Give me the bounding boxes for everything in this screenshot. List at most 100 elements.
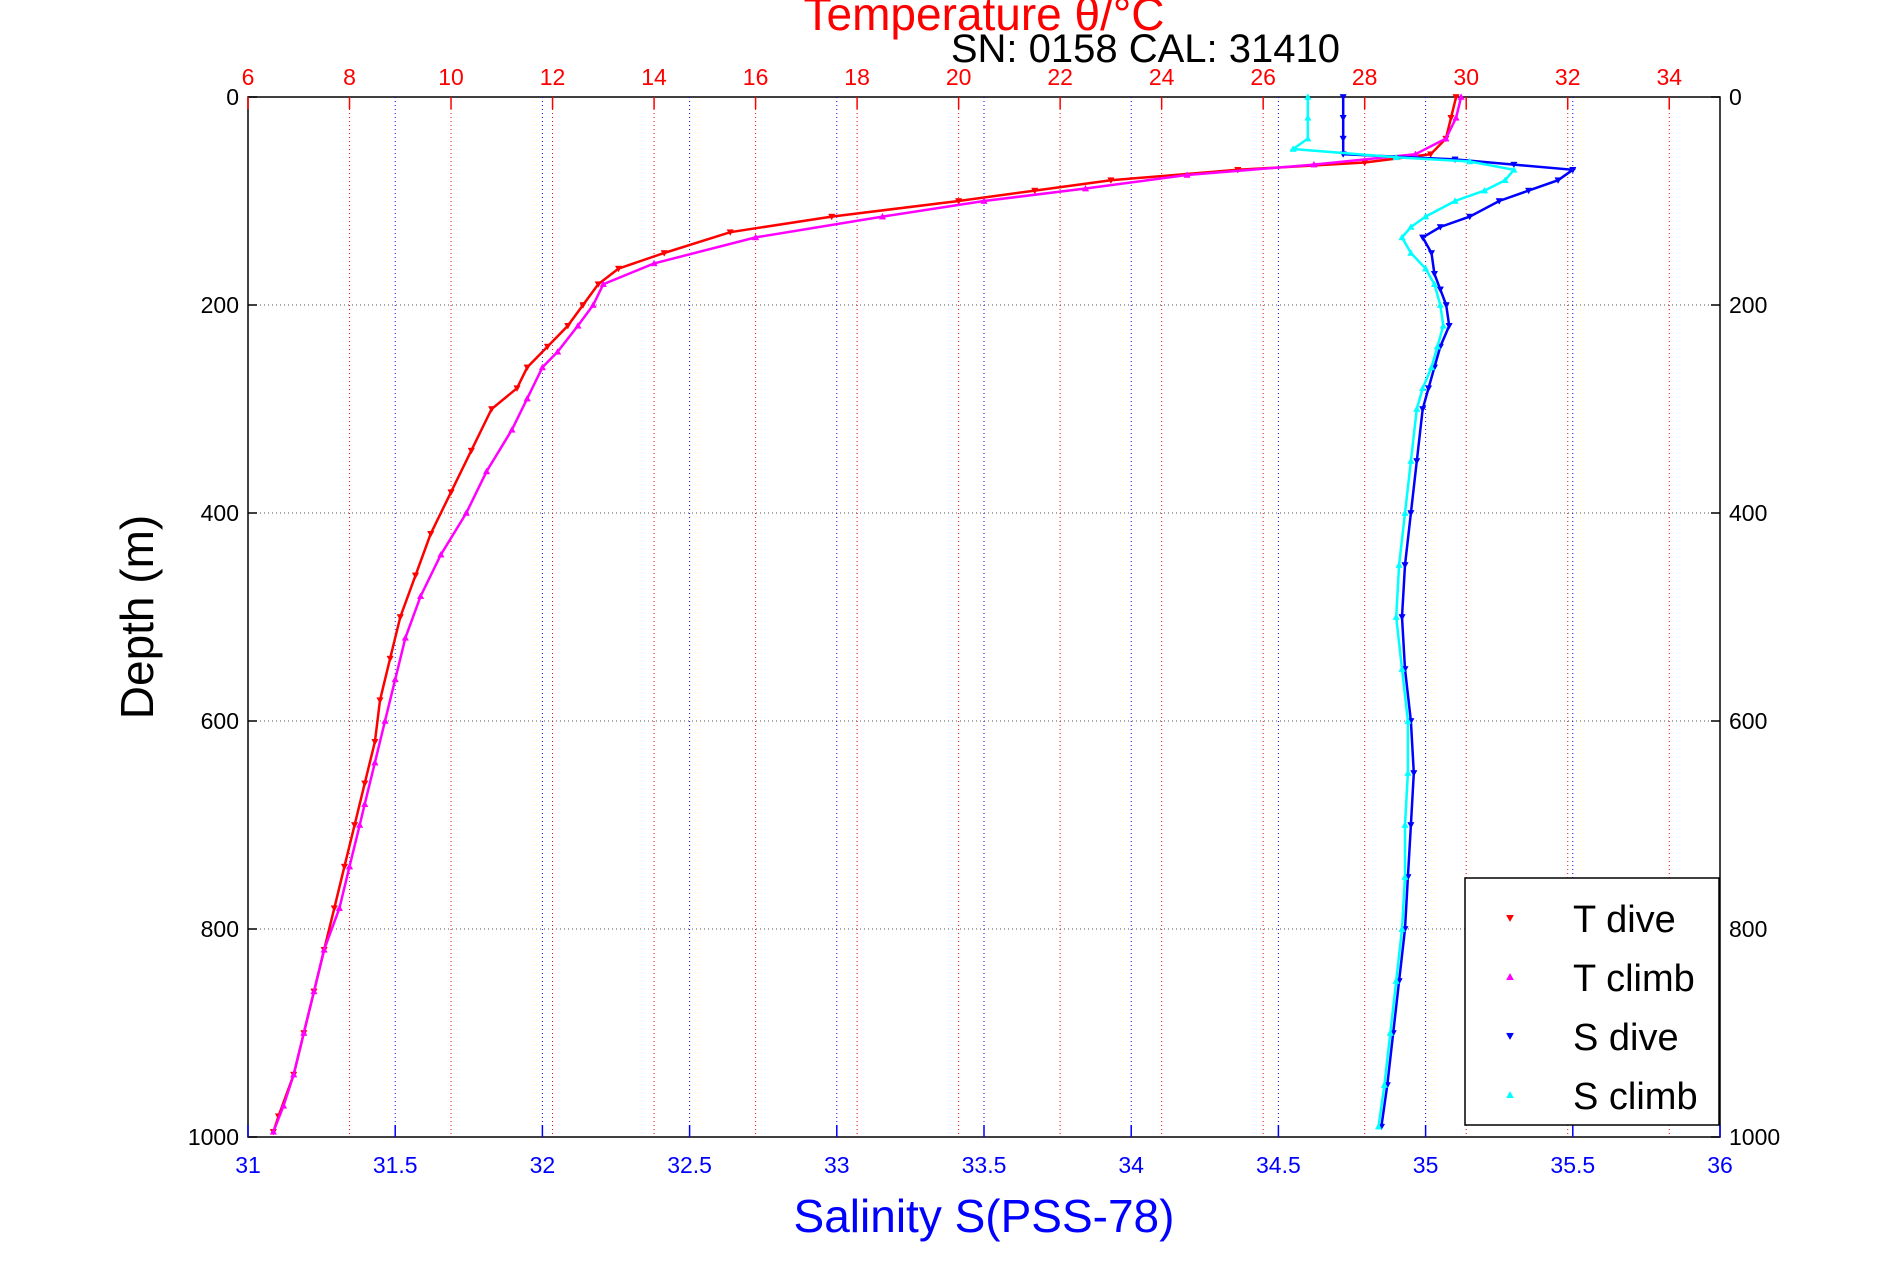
data-point (1427, 363, 1436, 371)
data-point (1339, 94, 1347, 101)
data-point (371, 758, 379, 766)
legend-item: T climb (1506, 958, 1695, 1000)
y-tick-label-left: 1000 (188, 1124, 239, 1150)
data-point (1480, 186, 1489, 194)
x-tick-label: 31.5 (373, 1152, 418, 1178)
data-point (954, 198, 963, 205)
y-tick-label-left: 800 (201, 916, 239, 942)
data-point (1310, 160, 1318, 168)
legend: T dive T climb S dive S climb (1464, 877, 1720, 1126)
data-series (269, 93, 1577, 1136)
data-point (1407, 822, 1415, 829)
data-point (1398, 233, 1406, 241)
legend-label: S dive (1573, 1017, 1679, 1059)
data-point (371, 738, 379, 746)
data-point (1404, 717, 1412, 724)
data-point (1419, 384, 1427, 392)
data-point (300, 1029, 308, 1036)
data-point (1501, 176, 1509, 184)
x-tick-label: 35 (1413, 1152, 1439, 1178)
x2-tick-label: 20 (946, 64, 972, 90)
data-point (462, 509, 470, 516)
data-point (356, 821, 364, 828)
x-tick-label: 34.5 (1256, 1152, 1301, 1178)
data-point (1510, 161, 1518, 169)
data-point (1430, 270, 1439, 278)
data-point (447, 489, 455, 496)
data-point (376, 697, 384, 704)
data-point (427, 530, 435, 538)
data-point (523, 364, 531, 372)
data-point (1398, 925, 1406, 932)
data-point (1392, 977, 1400, 984)
data-point (1439, 322, 1447, 329)
x2-tick-label: 12 (540, 64, 566, 90)
data-point (1386, 1029, 1394, 1036)
data-point (564, 322, 572, 330)
legend-label: T dive (1573, 899, 1676, 941)
data-point (1419, 234, 1427, 242)
data-point (330, 905, 338, 912)
data-point (488, 406, 496, 413)
data-point (1447, 114, 1455, 122)
legend-label: S climb (1573, 1076, 1698, 1118)
data-point (543, 343, 552, 351)
x2-tick-label: 34 (1656, 64, 1682, 90)
series-t-climb (269, 93, 1465, 1135)
data-point (1436, 224, 1444, 231)
data-point (1421, 264, 1430, 272)
data-point (1442, 134, 1450, 142)
data-point (350, 822, 359, 829)
data-point (1452, 94, 1460, 101)
data-point (1554, 177, 1562, 184)
data-point (335, 904, 343, 912)
data-point (1304, 114, 1312, 121)
data-point (1398, 614, 1406, 621)
data-point (482, 467, 491, 475)
grid (248, 97, 1720, 1137)
data-point (1427, 151, 1435, 158)
data-point (650, 259, 658, 267)
data-point (828, 213, 836, 221)
data-point (1304, 93, 1312, 100)
data-point (1452, 114, 1460, 121)
legend-marker (1506, 1032, 1514, 1041)
data-point (1339, 135, 1347, 143)
data-point (269, 1128, 278, 1135)
data-point (401, 634, 409, 641)
data-point (599, 280, 607, 288)
x-tick-label: 34 (1118, 1152, 1144, 1178)
x-tick-label: 33.5 (962, 1152, 1007, 1178)
x2-tick-label: 24 (1149, 64, 1175, 90)
data-point (1380, 1081, 1389, 1088)
x-tick-label: 32 (530, 1152, 556, 1178)
data-point (1392, 153, 1400, 161)
data-point (589, 301, 597, 308)
data-point (1436, 286, 1444, 294)
data-point (279, 1102, 288, 1109)
data-point (437, 550, 445, 558)
data-point (614, 265, 623, 273)
y-tick-label-right: 1000 (1729, 1124, 1780, 1150)
x2-tick-label: 28 (1352, 64, 1378, 90)
data-point (579, 302, 587, 309)
data-point (751, 233, 760, 241)
x2-tick-label: 6 (242, 64, 255, 90)
data-point (1569, 166, 1577, 174)
data-point (320, 946, 328, 953)
x-tick-label: 35.5 (1550, 1152, 1595, 1178)
data-point (411, 572, 420, 580)
x-tick-label: 33 (824, 1152, 850, 1178)
data-point (1451, 197, 1459, 204)
y-axis-label: Depth (m) (111, 515, 163, 719)
data-point (1374, 1122, 1383, 1130)
series-s-climb (1289, 93, 1518, 1130)
data-point (1398, 665, 1406, 672)
x2-tick-label: 14 (641, 64, 667, 90)
data-point (1107, 177, 1115, 184)
data-point (1304, 134, 1312, 142)
data-point (878, 212, 887, 220)
data-point (340, 863, 349, 871)
x2-tick-label: 26 (1250, 64, 1276, 90)
x2-tick-label: 16 (743, 64, 769, 90)
